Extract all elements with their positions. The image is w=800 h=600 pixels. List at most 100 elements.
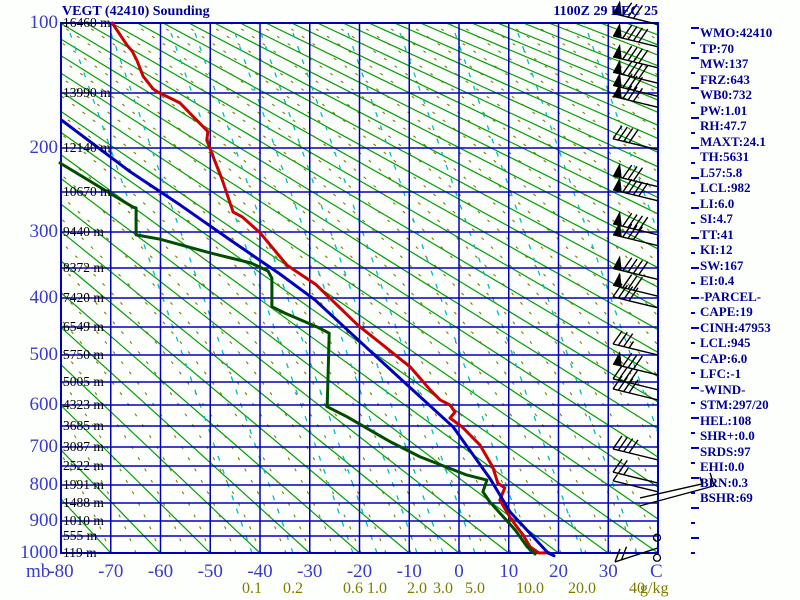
temperature-unit-label: C <box>650 561 663 582</box>
wind-barb <box>612 162 659 188</box>
index-value: CINH:47953 <box>700 319 771 335</box>
wind-barb <box>612 125 659 151</box>
wind-barb <box>612 210 659 236</box>
temp-tick-label: 30 <box>598 561 618 582</box>
wind-barb <box>612 0 659 26</box>
altitude-label-1000: 119 m <box>63 545 97 560</box>
wind-barb <box>612 330 659 356</box>
temp-tick-label: -40 <box>247 561 273 582</box>
index-value: LFC:-1 <box>700 366 742 381</box>
wind-barb <box>612 435 659 461</box>
index-value: L57:5.8 <box>700 164 743 180</box>
index-value: PW:1.01 <box>700 102 748 118</box>
altitude-label-350: 8372 m <box>63 260 104 275</box>
index-value: LCL:945 <box>700 335 751 350</box>
altitude-label-150: 13990 m <box>63 85 111 100</box>
index-value: -WIND- <box>700 381 746 397</box>
wind-barb <box>612 221 659 247</box>
altitude-label-400: 7420 m <box>63 290 104 305</box>
pressure-label-200: 200 <box>29 137 59 158</box>
index-value: SRDS:97 <box>700 443 751 459</box>
pressure-label-500: 500 <box>29 344 59 365</box>
index-value: RH:47.7 <box>700 118 747 133</box>
page-title: VEGT (42410) Sounding <box>62 4 210 19</box>
mixing-ratio-tick-label: 0.1 <box>242 580 262 597</box>
altitude-label-850: 1488 m <box>63 495 104 510</box>
mixing-ratio-tick-label: 10.0 <box>516 580 544 597</box>
pressure-label-600: 600 <box>29 394 59 415</box>
right-edge-ticks <box>691 27 699 554</box>
wind-barb <box>612 458 659 484</box>
pressure-label-700: 700 <box>29 436 59 457</box>
index-value: STM:297/20 <box>700 397 769 412</box>
wind-barbs <box>612 0 715 563</box>
wind-barb <box>612 255 659 281</box>
altitude-label-500: 5750 m <box>63 347 104 362</box>
index-value: BSHR:69 <box>700 490 753 505</box>
temp-tick-label: 10 <box>499 561 519 582</box>
mixing-ratio-tick-label: 40 <box>629 580 645 597</box>
index-value: SI:4.7 <box>700 211 733 226</box>
index-value: SHR+:0.0 <box>700 428 755 443</box>
mixing-ratio-tick-label: 2.0 <box>407 580 427 597</box>
calm-wind-circle <box>652 533 662 542</box>
pressure-unit-label: mb <box>26 561 51 582</box>
index-value: HEL:108 <box>700 412 752 428</box>
altitude-label-600: 4323 m <box>63 397 104 412</box>
altitude-label-700: 3087 m <box>63 439 104 454</box>
pressure-label-1000: 1000 <box>20 542 58 563</box>
temp-tick-label: -30 <box>297 561 323 582</box>
altitude-label-800: 1991 m <box>63 477 104 492</box>
index-value: FRZ:643 <box>700 71 750 87</box>
temp-tick-label: 0 <box>454 561 464 582</box>
mixing-ratio-tick-label: 20.0 <box>568 580 596 597</box>
altitude-label-900: 1010 m <box>63 513 104 528</box>
mixing-ratio-unit-label: g/kg <box>640 580 669 597</box>
wind-barb <box>612 473 659 493</box>
index-value: -PARCEL- <box>700 288 762 304</box>
altitude-label-950: 555 m <box>63 528 98 543</box>
parcel-curve <box>60 119 556 558</box>
altitude-label-450: 6549 m <box>63 319 104 334</box>
index-value: EHI:0.0 <box>700 459 745 474</box>
dewpoint-curve <box>58 161 537 556</box>
pressure-label-900: 900 <box>29 510 59 531</box>
wind-barb <box>612 350 659 376</box>
pressure-label-100: 100 <box>29 12 59 33</box>
datetime-label: 1100Z 29 DEC 25 <box>553 4 658 19</box>
pressure-label-300: 300 <box>29 221 59 242</box>
temp-tick-label: 20 <box>549 561 568 582</box>
wind-barb-reversed <box>639 472 715 507</box>
temp-tick-label: -70 <box>98 561 124 582</box>
wind-barb <box>612 22 659 48</box>
pressure-label-400: 400 <box>29 287 59 308</box>
temp-tick-label: -20 <box>346 561 373 582</box>
altitude-label-550: 5005 m <box>63 374 104 389</box>
wind-barb <box>612 176 659 202</box>
index-value: BRN:0.3 <box>700 474 749 490</box>
pressure-temperature-grid <box>60 22 659 554</box>
index-value: LCL:982 <box>700 180 751 195</box>
index-value: MAXT:24.1 <box>700 133 766 149</box>
temp-tick-label: -60 <box>147 561 174 582</box>
altitude-label-650: 3685 m <box>63 418 104 433</box>
mixing-ratio-tick-label: 3.0 <box>433 580 453 597</box>
temp-tick-label: -10 <box>396 561 422 582</box>
mixing-ratio-lines <box>65 23 658 553</box>
index-value: LI:6.0 <box>700 195 735 211</box>
calm-wind-circle <box>652 553 662 562</box>
index-value: WMO:42410 <box>700 25 773 40</box>
altitude-label-250: 10670 m <box>63 184 111 199</box>
index-value: SW:167 <box>700 257 744 273</box>
altitude-label-300: 9440 m <box>63 224 104 239</box>
index-value: MW:137 <box>700 56 749 71</box>
mixing-ratio-tick-label: 5.0 <box>465 580 485 597</box>
wind-barb <box>612 283 659 309</box>
altitude-label-100: 16460 m <box>63 15 111 30</box>
wind-barb-low <box>614 546 659 563</box>
indices-panel: WMO:42410 TP:70 MW:137 FRZ:643 WB0:732 PW:1.0… <box>700 25 800 506</box>
temp-tick-label: -50 <box>197 561 223 582</box>
index-value: CAP:6.0 <box>700 350 748 366</box>
